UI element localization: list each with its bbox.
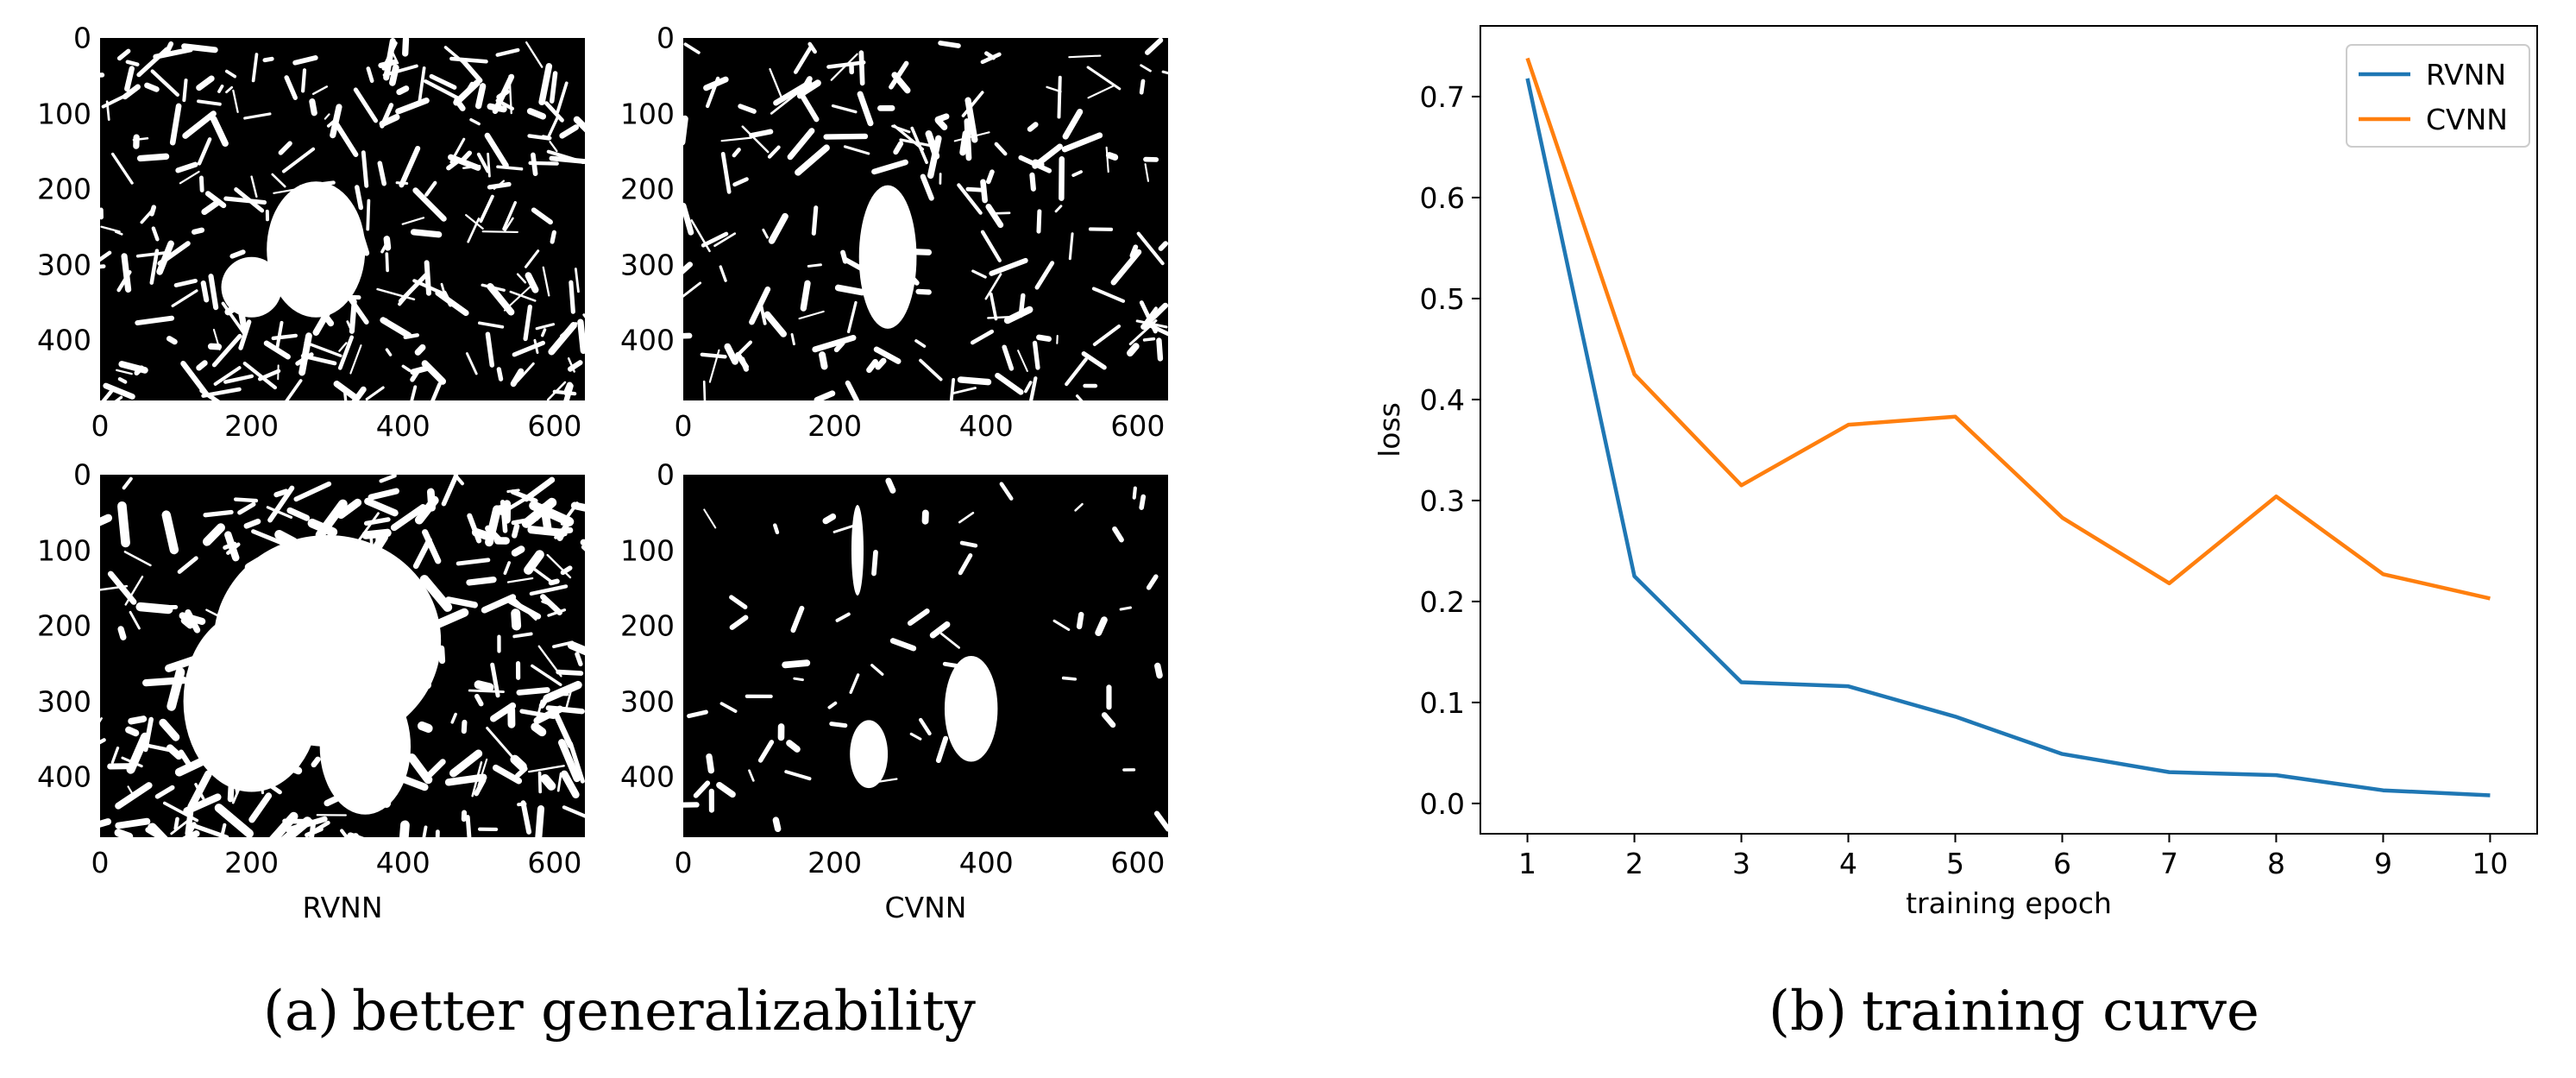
image-x-tick-label: 200 <box>224 846 280 879</box>
x-axis-title: training epoch <box>1906 886 2112 920</box>
image-y-tick-label: 400 <box>37 323 91 357</box>
image-y-tick-label: 400 <box>620 760 675 794</box>
image-y-tick-label: 400 <box>620 323 675 357</box>
image-x-tick-label: 200 <box>807 409 863 443</box>
image-x-tick-label: 600 <box>1110 409 1165 443</box>
legend-label-rvnn: RVNN <box>2426 58 2506 91</box>
image-x-tick-label: 400 <box>958 846 1014 879</box>
image-x-tick-label: 0 <box>674 409 693 443</box>
image-y-tick-label: 100 <box>620 97 675 130</box>
y-tick-label: 0.7 <box>1420 80 1465 114</box>
image-y-tick-label: 0 <box>73 457 91 492</box>
caption-b-text: training curve <box>1862 980 2259 1043</box>
image-x-tick-label: 400 <box>958 409 1014 443</box>
y-tick-label: 0.6 <box>1420 181 1465 215</box>
caption-b-tag: (b) <box>1769 980 1847 1043</box>
y-tick-label: 0.0 <box>1420 787 1465 821</box>
y-tick-label: 0.2 <box>1420 585 1465 619</box>
image-x-tick-label: 400 <box>375 409 430 443</box>
image-y-tick-label: 200 <box>620 172 675 206</box>
x-tick-label: 4 <box>1839 847 1857 880</box>
image-y-tick-label: 200 <box>37 608 91 643</box>
x-tick-label: 10 <box>2472 847 2508 880</box>
legend-label-cvnn: CVNN <box>2426 103 2508 136</box>
image-y-tick-label: 100 <box>620 533 675 567</box>
image-y-tick-label: 300 <box>620 684 675 718</box>
image-x-tick-label: 200 <box>224 409 280 443</box>
series-line-rvnn <box>1525 78 2491 797</box>
image-x-tick-label: 600 <box>527 846 582 879</box>
series-line-cvnn <box>1525 57 2491 601</box>
image-y-tick-label: 0 <box>73 21 91 55</box>
x-tick-label: 6 <box>2053 847 2071 880</box>
segmentation-image-3 <box>100 475 585 837</box>
x-tick-label: 5 <box>1946 847 1964 880</box>
y-axis-title: loss <box>1373 402 1406 457</box>
y-tick-label: 0.1 <box>1420 686 1465 720</box>
image-x-tick-label: 400 <box>375 846 430 879</box>
x-tick-label: 1 <box>1518 847 1536 880</box>
plot-frame <box>1480 25 2538 835</box>
image-y-tick-label: 100 <box>37 97 91 130</box>
image-y-tick-label: 200 <box>620 608 675 643</box>
image-x-tick-label: 0 <box>674 846 693 879</box>
y-tick-label: 0.4 <box>1420 383 1465 417</box>
segmentation-image-4 <box>683 475 1168 837</box>
image-y-tick-label: 200 <box>37 172 91 206</box>
x-tick-label: 2 <box>1625 847 1643 880</box>
image-y-tick-label: 400 <box>37 760 91 794</box>
y-tick-label: 0.3 <box>1420 484 1465 518</box>
image-x-tick-label: 200 <box>807 846 863 879</box>
image-column-label: RVNN <box>302 891 383 924</box>
image-y-tick-label: 300 <box>37 684 91 718</box>
x-tick-label: 7 <box>2160 847 2178 880</box>
segmentation-image-2 <box>683 38 1168 400</box>
image-y-tick-label: 300 <box>37 248 91 281</box>
image-y-tick-label: 100 <box>37 533 91 567</box>
legend-box <box>2346 44 2530 148</box>
segmentation-image-1 <box>100 38 585 400</box>
image-y-tick-label: 0 <box>657 21 675 55</box>
image-x-tick-label: 600 <box>527 409 582 443</box>
x-tick-label: 3 <box>1732 847 1750 880</box>
image-x-tick-label: 0 <box>91 846 110 879</box>
image-y-tick-label: 300 <box>620 248 675 281</box>
x-tick-label: 8 <box>2267 847 2285 880</box>
image-x-tick-label: 600 <box>1110 846 1165 879</box>
image-y-tick-label: 0 <box>657 457 675 492</box>
image-x-tick-label: 0 <box>91 409 110 443</box>
x-tick-label: 9 <box>2374 847 2392 880</box>
y-tick-label: 0.5 <box>1420 282 1465 316</box>
caption-a-tag: (a) <box>263 980 340 1043</box>
caption-a-text: better generalizability <box>352 980 976 1043</box>
image-column-label: CVNN <box>884 891 967 924</box>
